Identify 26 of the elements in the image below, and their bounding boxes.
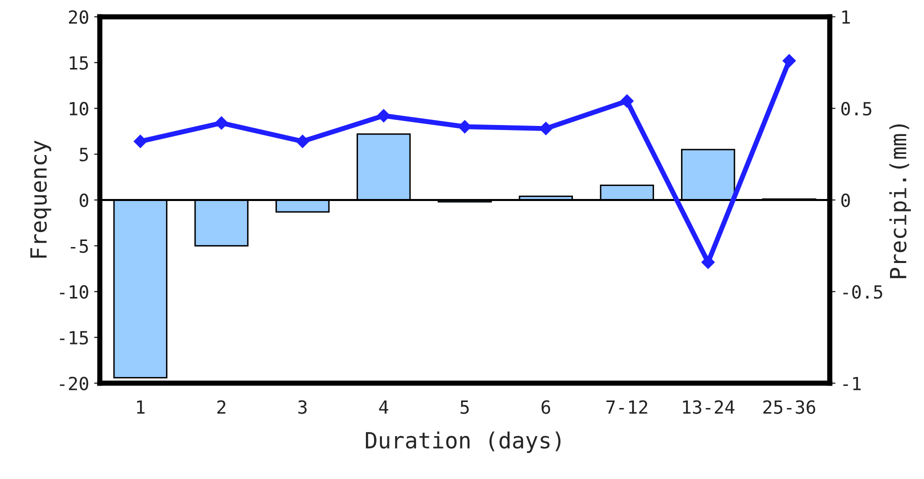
- x-tick-label: 7-12: [606, 400, 648, 414]
- y2-axis-title: Precipi.(mm): [889, 124, 911, 278]
- y-tick-label: 20: [68, 10, 88, 24]
- y2-tick-label: 1: [842, 10, 850, 24]
- y-tick-label: 0: [80, 193, 88, 208]
- y-tick-label: 15: [70, 56, 88, 70]
- x-tick-label: 1: [137, 400, 145, 414]
- y-tick-label: -15: [60, 331, 88, 345]
- y2-tick-label: 0: [841, 193, 850, 208]
- x-tick-label: 13-24: [683, 400, 734, 414]
- y-tick-label: 10: [70, 102, 88, 116]
- y2-tick-label: -0.5: [843, 285, 882, 299]
- x-tick-label: 5: [460, 400, 469, 414]
- y-tick-label: 5: [80, 148, 88, 162]
- x-tick-label: 4: [379, 400, 388, 414]
- y-tick-label: -5: [70, 240, 88, 253]
- y2-tick-label: -1: [843, 376, 861, 390]
- x-axis-title: Duration (days): [366, 431, 560, 453]
- x-tick-label: 6: [542, 400, 550, 414]
- x-tick-label: 2: [217, 400, 226, 414]
- y-tick-label: -10: [60, 285, 88, 299]
- y2-tick-label: 0.5: [841, 102, 872, 116]
- y-tick-label: -20: [60, 376, 88, 390]
- y-axis-title: Frequency: [30, 140, 52, 258]
- x-tick-label: 3: [298, 400, 307, 414]
- x-tick-label: 25-36: [763, 400, 816, 414]
